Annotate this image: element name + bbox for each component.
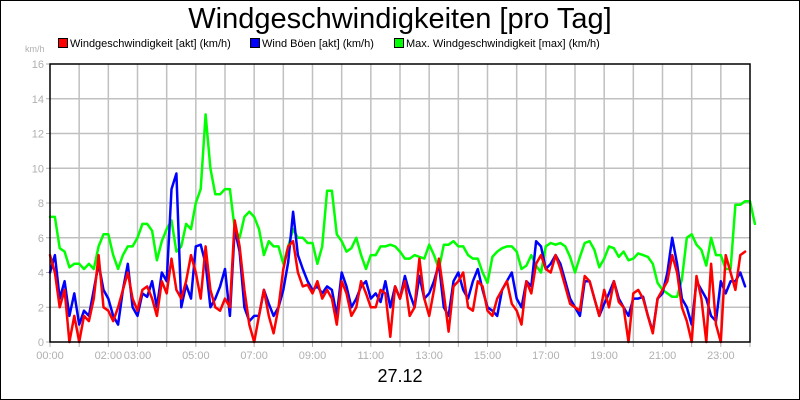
y-tick-label: 10 [32, 163, 44, 175]
x-tick-label: 17:00 [532, 350, 560, 362]
chart-series [48, 113, 757, 344]
axis-tick-labels: 0 2 4 6 8 10 12 14 16 00:00 02:00 03:00 05:00 07:00 09… [32, 59, 735, 362]
x-tick-label: 11:00 [357, 350, 384, 362]
x-tick-label: 05:00 [182, 350, 210, 362]
series-line-2 [48, 219, 747, 344]
y-tick-label: 14 [32, 94, 44, 106]
x-tick-label: 00:00 [36, 350, 64, 362]
legend-label: Wind Böen [akt] (km/h) [262, 38, 374, 50]
date-label: 27.12 [377, 366, 423, 386]
y-tick-label: 2 [38, 302, 44, 314]
legend-swatch-blue-icon [250, 38, 260, 48]
legend-item-wind-speed: Windgeschwindigkeit [akt] (km/h) [58, 38, 231, 51]
legend-swatch-red-icon [58, 38, 68, 48]
chart-title: Windgeschwindigkeiten [pro Tag] [188, 3, 612, 35]
series-line-0 [48, 113, 757, 299]
x-tick-label: 02:00 [95, 350, 123, 362]
legend-item-max-wind-speed: Max. Windgeschwindigkeit [max] (km/h) [394, 38, 600, 51]
x-tick-label: 19:00 [590, 350, 618, 362]
y-tick-label: 4 [38, 268, 44, 280]
x-tick-label: 15:00 [474, 350, 502, 362]
y-tick-label: 8 [38, 198, 44, 210]
x-tick-label: 23:00 [707, 350, 735, 362]
legend-label: Max. Windgeschwindigkeit [max] (km/h) [406, 38, 600, 50]
x-tick-label: 09:00 [299, 350, 327, 362]
legend-swatch-green-icon [394, 38, 404, 48]
x-tick-label: 13:00 [415, 350, 443, 362]
plot-area-border [49, 63, 751, 343]
y-tick-label: 6 [38, 233, 44, 245]
y-axis-unit-label: km/h [25, 44, 45, 54]
chart-grid [46, 63, 751, 347]
y-tick-label: 16 [32, 59, 44, 71]
y-tick-label: 0 [38, 337, 44, 349]
legend-item-wind-gusts: Wind Böen [akt] (km/h) [250, 38, 374, 51]
y-tick-label: 12 [32, 129, 44, 141]
legend-label: Windgeschwindigkeit [akt] (km/h) [70, 38, 231, 50]
x-tick-label: 03:00 [124, 350, 152, 362]
x-tick-label: 07:00 [240, 350, 268, 362]
x-tick-label: 21:00 [649, 350, 677, 362]
